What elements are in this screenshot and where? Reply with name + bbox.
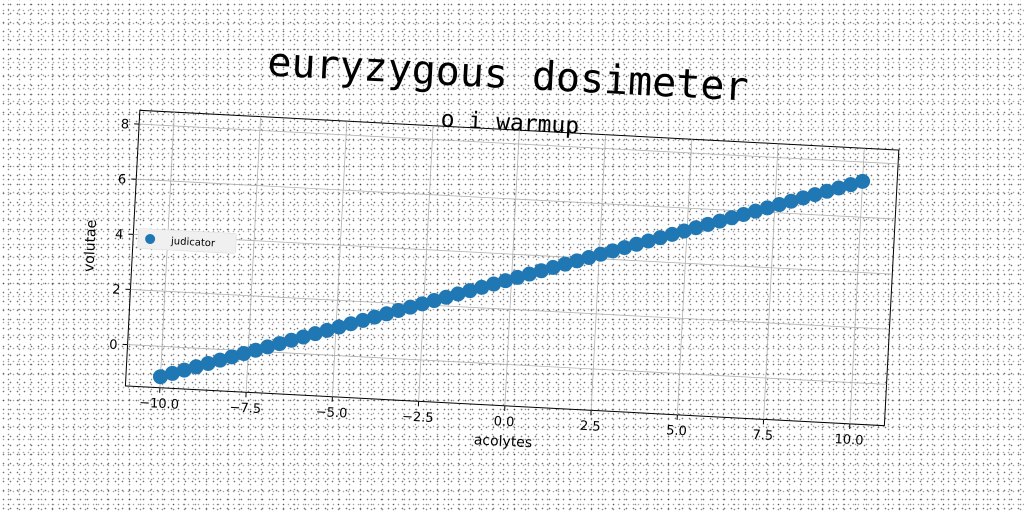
legend-box <box>137 228 237 254</box>
scatter-point <box>379 306 395 322</box>
scatter-point <box>390 302 406 318</box>
scatter-point <box>521 266 537 282</box>
x-grid-line <box>676 139 693 415</box>
scatter-point <box>593 246 609 262</box>
scatter-point <box>533 263 549 279</box>
x-grid-line <box>331 121 348 397</box>
y-grid-line <box>139 123 899 165</box>
chart-title: euryzygous dosimeter <box>266 39 749 110</box>
chart-subtitle: o i warmup <box>440 106 580 139</box>
scatter-point <box>283 332 299 348</box>
legend-marker <box>145 234 156 245</box>
y-tick-label: 8 <box>120 117 129 132</box>
scatter-point <box>355 312 371 328</box>
scatter-point <box>664 226 680 242</box>
scatter-point <box>164 365 180 381</box>
series-judicator <box>152 173 871 385</box>
scatter-point <box>843 177 859 193</box>
scatter-point <box>700 216 716 232</box>
scatter-point <box>331 319 347 335</box>
scatter-point <box>617 240 633 256</box>
scatter-point <box>176 362 192 378</box>
scatter-point <box>640 233 656 249</box>
scatter-point <box>771 197 787 213</box>
scatter-point <box>188 359 204 375</box>
y-tick-label: 2 <box>112 283 121 298</box>
scatter-point <box>581 250 597 266</box>
scatter-point <box>783 193 799 209</box>
scatter-point <box>200 355 216 371</box>
y-grid-line <box>133 233 893 275</box>
x-tick-label: −10.0 <box>139 396 180 413</box>
scatter-point <box>807 187 823 203</box>
scatter-point <box>271 336 287 352</box>
x-grid-line <box>590 134 606 411</box>
x-tick-label: 5.0 <box>666 423 687 439</box>
scatter-point <box>426 293 442 309</box>
x-tick-label: −2.5 <box>402 409 434 426</box>
plot-area: −10.0 −7.5 −5.0 −2.5 0.0 2.5 5.0 7.5 10.0 02468 … <box>81 109 900 451</box>
grid <box>127 112 899 424</box>
y-ticks: 0 2 4 6 8 <box>109 117 140 353</box>
scatter-point <box>319 322 335 338</box>
scatter-point <box>545 259 561 275</box>
legend: judicator <box>137 228 237 254</box>
y-tick-label: 4 <box>115 227 124 242</box>
y-axis-label: volutae <box>81 219 100 272</box>
scatter-point <box>450 286 466 302</box>
scatter-point <box>224 349 240 365</box>
x-tick-label: 10.0 <box>834 432 864 448</box>
scatter-point <box>438 289 454 305</box>
scatter-point <box>236 346 252 362</box>
scatter-point <box>509 269 525 285</box>
scatter-point <box>759 200 775 216</box>
x-grid-line <box>418 125 434 402</box>
scatter-point <box>747 203 763 219</box>
x-ticks: −10.0 −7.5 −5.0 −2.5 0.0 2.5 5.0 7.5 10.0 <box>139 387 864 449</box>
scatter-point <box>736 206 752 222</box>
x-tick-label: −5.0 <box>315 405 347 422</box>
scatter-point <box>295 329 311 345</box>
scatter-point <box>557 256 573 272</box>
scatter-point <box>260 339 276 355</box>
x-grid-line <box>763 143 779 420</box>
scatter-point <box>652 230 668 246</box>
legend-label: judicator <box>170 236 216 249</box>
scatter-point <box>819 183 835 199</box>
scatter-point <box>343 316 359 332</box>
y-grid-line <box>130 289 890 330</box>
scatter-point <box>724 210 740 226</box>
y-tick-label: 0 <box>109 338 118 353</box>
scatter-point <box>414 296 430 312</box>
scatter-point <box>498 273 514 289</box>
scatter-point <box>569 253 585 269</box>
scatter-point <box>307 326 323 342</box>
y-tick-label: 6 <box>118 172 127 187</box>
scatter-point <box>152 369 168 385</box>
scatter-point <box>712 213 728 229</box>
scatter-point <box>462 283 478 299</box>
x-grid-line <box>245 116 261 393</box>
scatter-point <box>605 243 621 259</box>
x-tick-label: −7.5 <box>229 400 261 417</box>
scatter-point <box>628 236 644 252</box>
scatter-point <box>795 190 811 206</box>
scatter-point <box>212 352 228 368</box>
x-tick-label: 7.5 <box>752 428 773 444</box>
x-grid-line <box>849 148 865 424</box>
scatter-point <box>402 299 418 315</box>
scatter-point <box>855 173 871 189</box>
scatter-point <box>248 342 264 358</box>
scatter-point <box>486 276 502 292</box>
scatter-point <box>688 220 704 236</box>
scatter-point <box>367 309 383 325</box>
x-tick-label: 0.0 <box>493 414 514 430</box>
scatter-point <box>676 223 692 239</box>
x-tick-label: 2.5 <box>580 419 601 435</box>
x-axis-label: acolytes <box>473 432 532 451</box>
scatter-point <box>831 180 847 196</box>
x-grid-line <box>504 130 520 406</box>
scatter-point <box>474 279 490 295</box>
